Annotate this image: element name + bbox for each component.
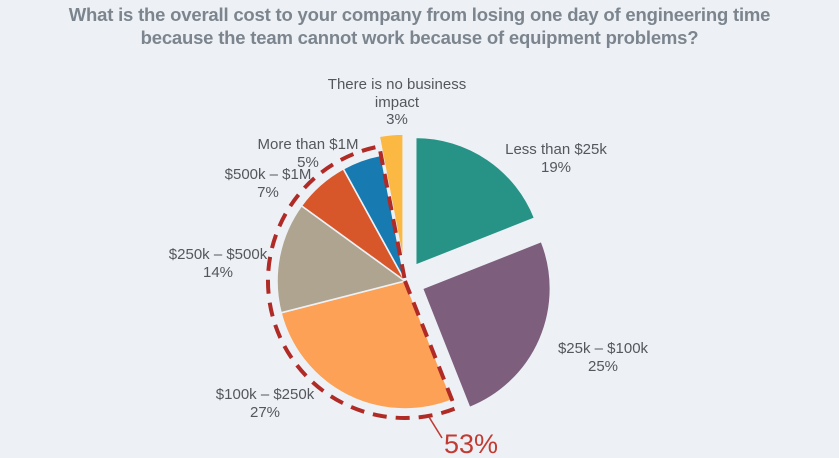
pie-slice-less-than-25k bbox=[414, 136, 536, 267]
slice-label-25k-100k: $25k – $100k 25% bbox=[558, 340, 648, 375]
slice-label-no-business-impact: There is no business impact 3% bbox=[312, 76, 482, 129]
slice-label-text: More than $1M bbox=[257, 136, 359, 153]
slice-label-text: $25k – $100k bbox=[557, 340, 649, 357]
slice-label-100k-250k: $100k – $250k 27% bbox=[216, 386, 314, 421]
chart-title: What is the overall cost to your company… bbox=[0, 3, 839, 49]
slice-label-less-than-25k: Less than $25k 19% bbox=[505, 141, 607, 176]
slice-label-text: $250k – $500k bbox=[168, 246, 268, 263]
callout-dashed-outline bbox=[266, 144, 459, 420]
slice-label-text: There is no business impact bbox=[327, 76, 467, 111]
pie-slice-100k-250k bbox=[280, 280, 454, 410]
callout-leader-line bbox=[428, 416, 443, 439]
slice-label-text: $100k – $250k bbox=[215, 386, 315, 403]
callout-53-percent-label: 53% bbox=[444, 429, 499, 458]
slice-label-pct: 27% bbox=[249, 403, 281, 421]
chart-title-line2: because the team cannot work because of … bbox=[140, 27, 699, 48]
slice-label-text: Less than $25k bbox=[505, 141, 607, 158]
slice-label-500k-1m: $500k – $1M 7% bbox=[225, 166, 312, 201]
slice-label-250k-500k: $250k – $500k 14% bbox=[169, 246, 267, 281]
slice-label-pct: 14% bbox=[202, 263, 234, 281]
pie-slice-250k-500k bbox=[276, 204, 407, 314]
slice-label-more-than-1m: More than $1M 5% bbox=[258, 136, 359, 171]
slice-label-pct: 19% bbox=[540, 158, 572, 176]
chart-title-line1: What is the overall cost to your company… bbox=[68, 4, 771, 25]
pie-slice-25k-100k bbox=[421, 240, 552, 409]
slice-label-pct: 5% bbox=[297, 153, 319, 171]
slice-label-text: $500k – $1M bbox=[224, 166, 312, 183]
slice-label-pct: 7% bbox=[257, 183, 279, 201]
slice-label-pct: 25% bbox=[587, 357, 619, 375]
slice-label-pct: 3% bbox=[386, 111, 408, 128]
